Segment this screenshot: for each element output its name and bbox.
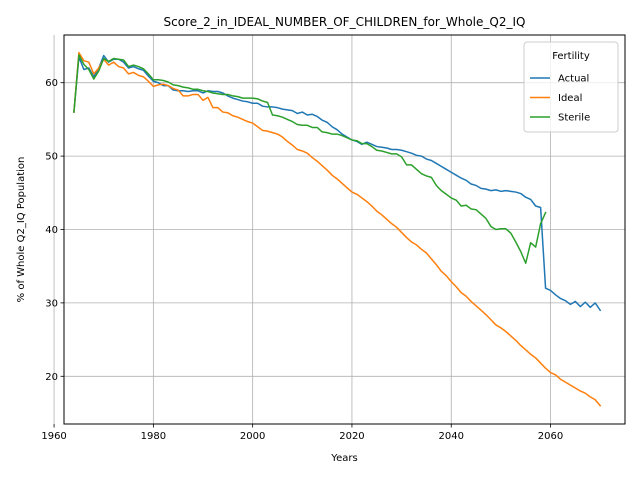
legend-label-sterile: Sterile	[558, 113, 590, 124]
legend-label-ideal: Ideal	[558, 93, 582, 104]
x-tick-label: 2060	[538, 431, 563, 442]
series-line-ideal	[73, 51, 602, 407]
plot-area	[73, 51, 602, 407]
x-axis-label: Years	[330, 453, 357, 464]
y-tick-label: 60	[45, 78, 58, 89]
x-tick-label: 1980	[141, 431, 166, 442]
legend-title: Fertility	[552, 51, 590, 62]
x-tick-label: 1960	[41, 431, 66, 442]
y-tick-label: 40	[45, 225, 58, 236]
series-line-sterile	[73, 54, 547, 265]
chart-title: Score_2_in_IDEAL_NUMBER_OF_CHILDREN_for_…	[164, 15, 526, 29]
x-tick-label: 2000	[240, 431, 265, 442]
y-tick-label: 30	[45, 298, 58, 309]
legend-label-actual: Actual	[558, 74, 589, 85]
legend: Fertility Actual Ideal Sterile	[523, 41, 619, 133]
legend-box	[523, 41, 619, 133]
y-axis-label: % of Whole Q2_IQ Population	[16, 157, 27, 303]
legend-items: Actual Ideal Sterile	[530, 74, 590, 124]
x-tick-label: 2040	[439, 431, 464, 442]
y-axis-ticks: 20 30 40 50 60	[45, 78, 64, 383]
x-tick-label: 2020	[339, 431, 364, 442]
y-tick-label: 50	[45, 152, 58, 163]
y-tick-label: 20	[45, 372, 58, 383]
x-axis-ticks: 1960 1980 2000 2020 2040 2060	[41, 424, 563, 442]
